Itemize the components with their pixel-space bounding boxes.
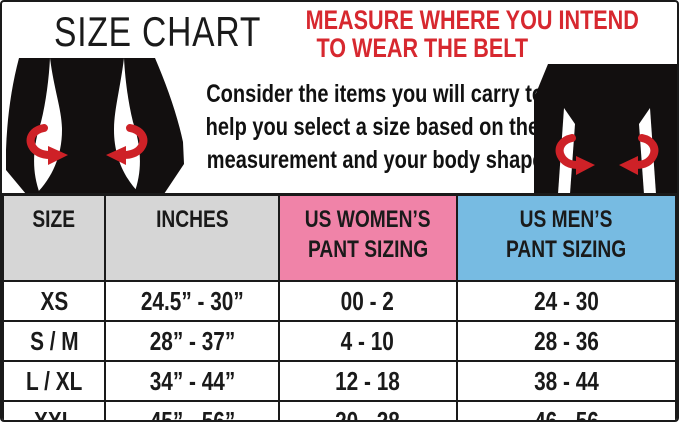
cell-size: L / XL	[2, 360, 107, 402]
male-silhouette-shape	[534, 64, 677, 194]
cell-inches: 24.5” - 30”	[104, 280, 280, 322]
cell-size: S / M	[2, 320, 107, 362]
cell-mens: 38 - 44	[455, 360, 677, 402]
table-row-xs: XS 24.5” - 30” 00 - 2 24 - 30	[2, 280, 677, 322]
column-header-womens: US WOMEN’S PANT SIZING	[277, 193, 458, 282]
cell-womens: 12 - 18	[277, 360, 458, 402]
cell-size: XXL	[2, 400, 107, 420]
measure-heading: MEASURE WHERE YOU INTEND TO WEAR THE BEL…	[264, 5, 639, 63]
waist-arrow-icon	[619, 134, 659, 175]
female-silhouette-shape	[6, 58, 184, 194]
table-row-sm: S / M 28” - 37” 4 - 10 28 - 36	[2, 320, 677, 362]
male-torso-silhouette-icon	[534, 64, 677, 194]
cell-inches: 45” - 56”	[104, 400, 280, 420]
description-text: Consider the items you will carry to hel…	[164, 78, 564, 177]
measure-heading-line1: MEASURE WHERE YOU INTEND	[305, 5, 639, 35]
column-header-mens: US MEN’S PANT SIZING	[455, 193, 677, 282]
cell-inches: 34” - 44”	[104, 360, 280, 402]
cell-mens: 46 - 56	[455, 400, 677, 420]
table-row-xxl: XXL 45” - 56” 20 - 28 46 - 56	[2, 400, 677, 420]
column-header-inches: INCHES	[104, 193, 280, 282]
size-table: SIZE INCHES US WOMEN’S PANT SIZING US ME…	[2, 193, 677, 420]
table-row-lxl: L / XL 34” - 44” 12 - 18 38 - 44	[2, 360, 677, 402]
column-header-size: SIZE	[2, 193, 107, 282]
cell-mens: 28 - 36	[455, 320, 677, 362]
description-line2: help you select a size based on the	[205, 113, 540, 141]
measure-heading-line2: TO WEAR THE BELT	[316, 33, 528, 63]
size-table-header-row: SIZE INCHES US WOMEN’S PANT SIZING US ME…	[2, 193, 677, 282]
description-line3: measurement and your body shape.	[206, 146, 550, 174]
cell-womens: 4 - 10	[277, 320, 458, 362]
cell-size: XS	[2, 280, 107, 322]
waist-arrow-icon	[555, 134, 595, 175]
page-title-text: SIZE CHART	[54, 8, 262, 55]
cell-womens: 00 - 2	[277, 280, 458, 322]
waist-arrow-icon	[106, 124, 148, 165]
cell-womens: 20 - 28	[277, 400, 458, 420]
waist-arrow-icon	[26, 124, 68, 165]
description-line1: Consider the items you will carry to	[206, 80, 545, 108]
cell-mens: 24 - 30	[455, 280, 677, 322]
page-title: SIZE CHART	[54, 8, 313, 56]
female-torso-silhouette-icon	[6, 58, 184, 194]
cell-inches: 28” - 37”	[104, 320, 280, 362]
